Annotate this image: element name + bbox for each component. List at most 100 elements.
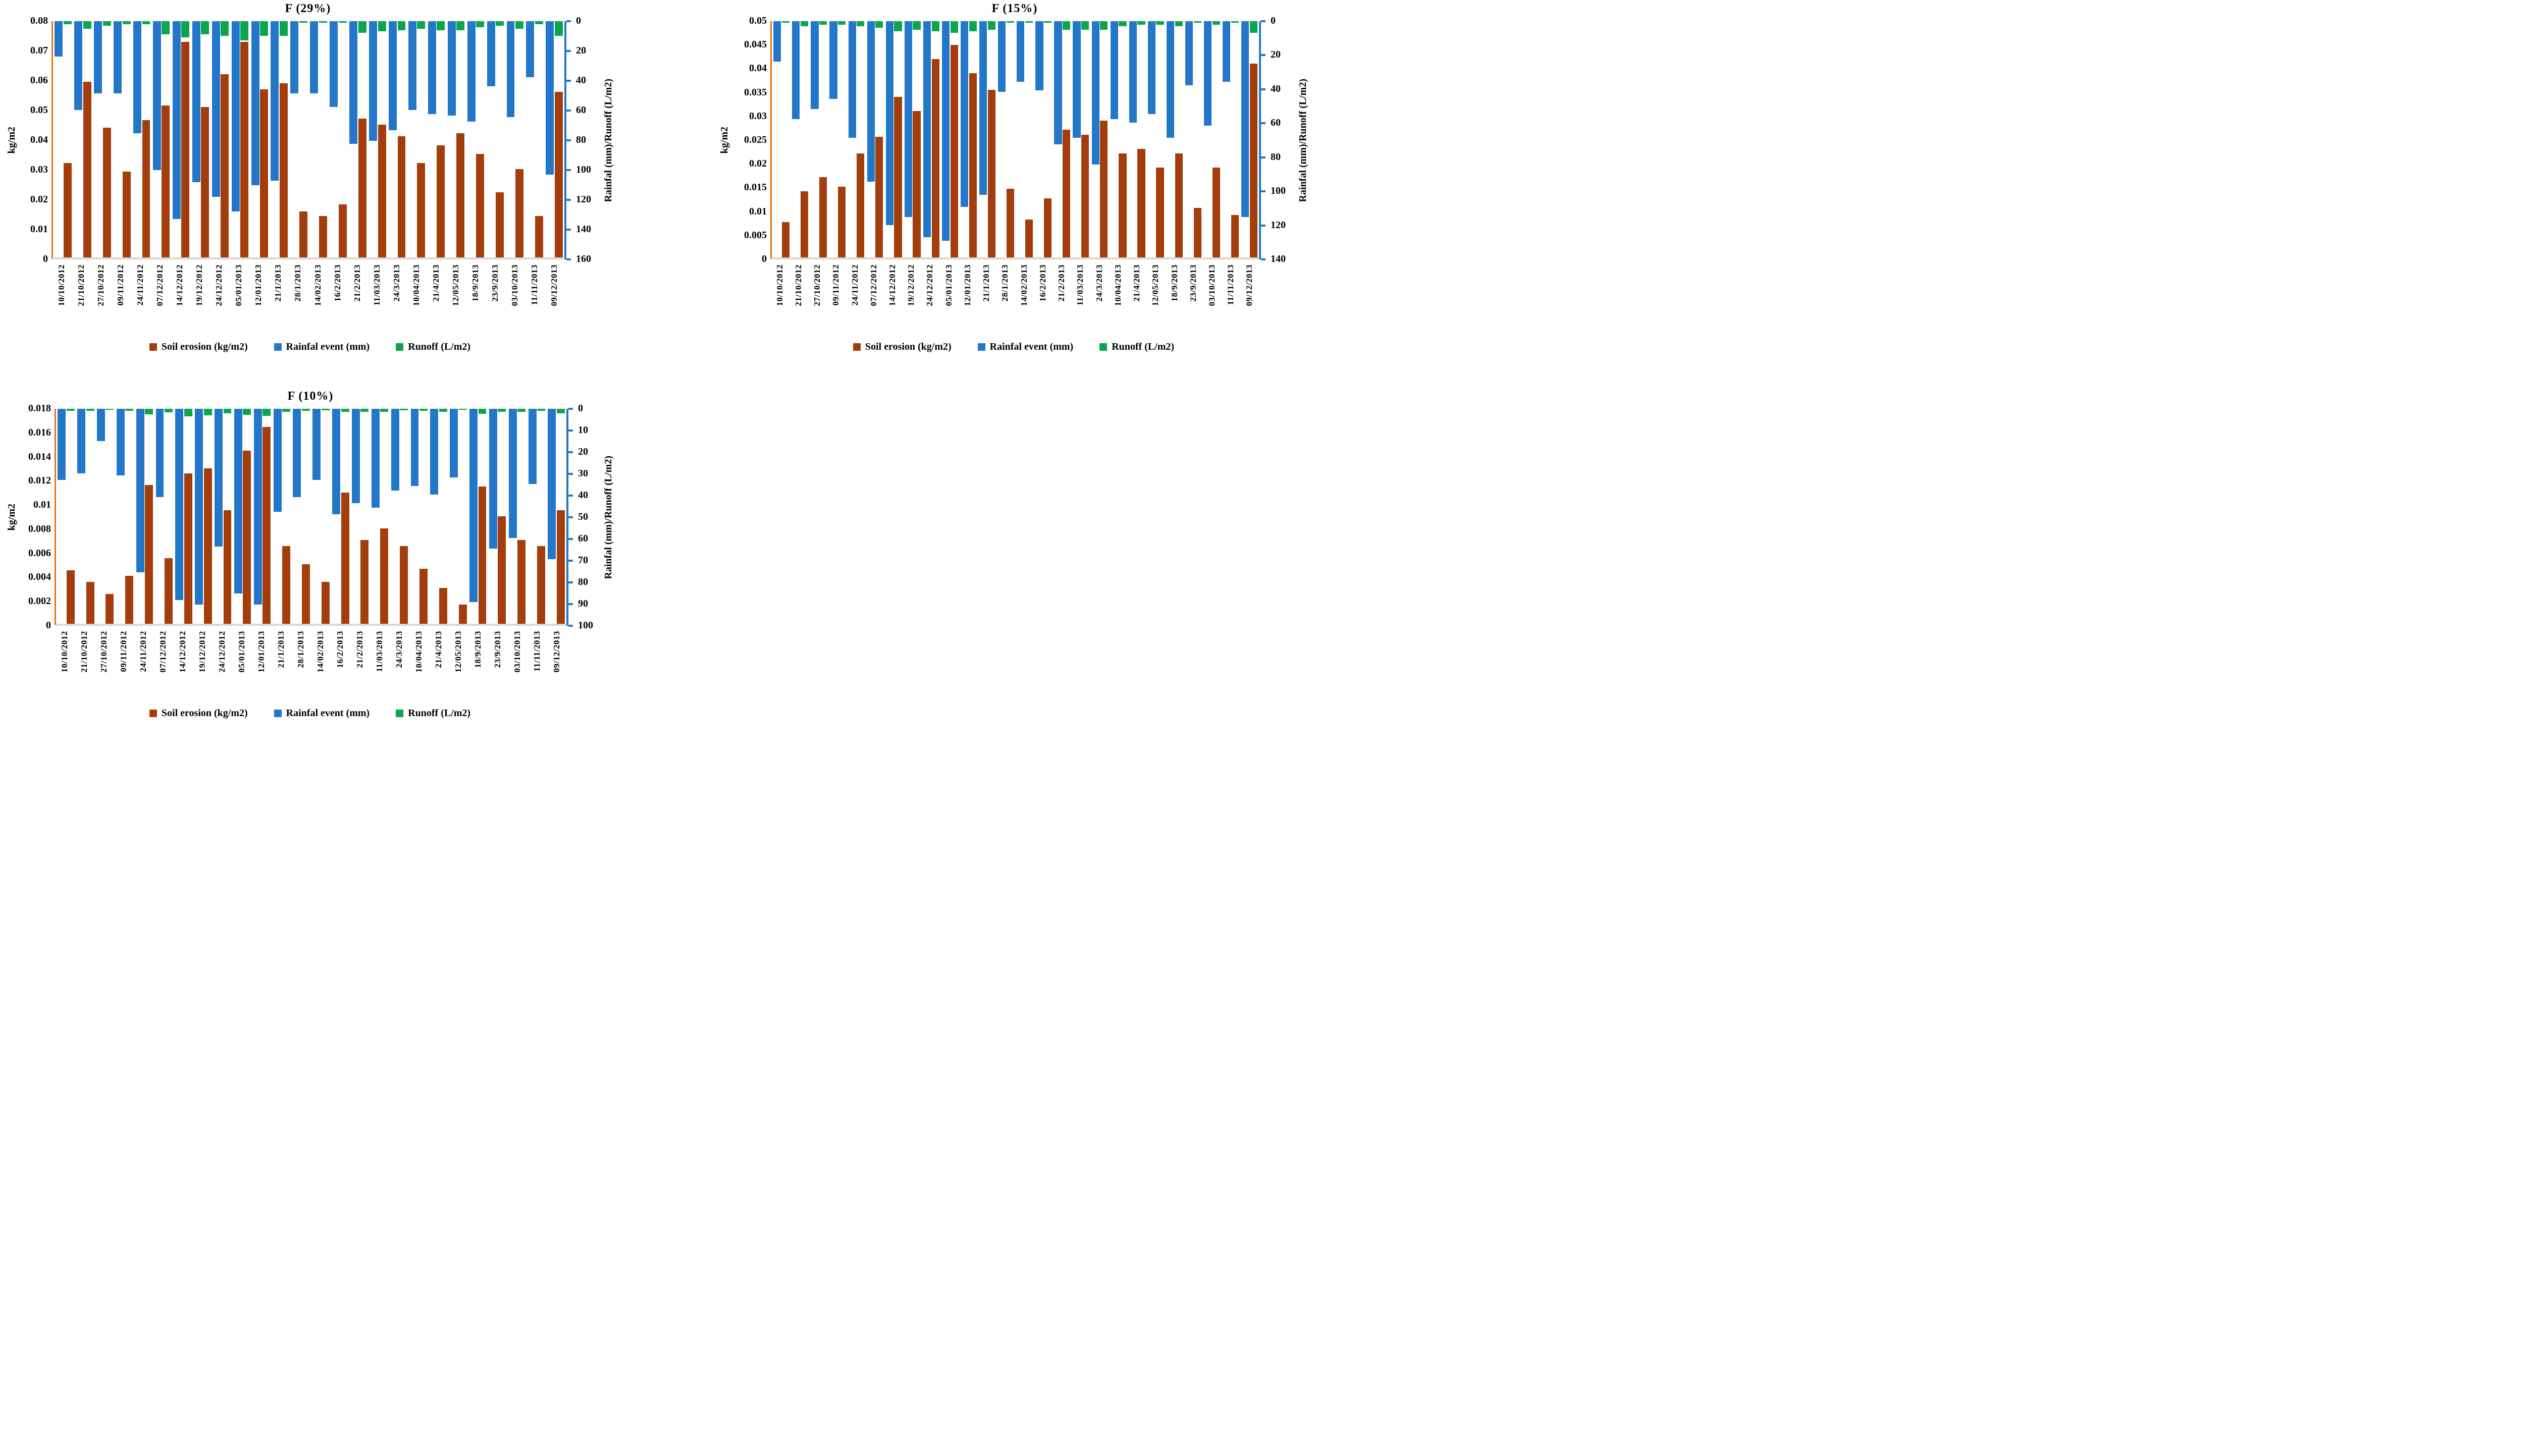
x-axis-label-cell: 10/10/2012 bbox=[770, 264, 789, 335]
left-axis-tick-label: 0.03 bbox=[30, 164, 48, 176]
bar-group-23/9/2013 bbox=[1184, 21, 1203, 257]
right-axis-tick-label: 90 bbox=[578, 598, 588, 610]
rainfall-bar bbox=[408, 21, 416, 110]
rainfall-bar bbox=[369, 21, 378, 141]
right-axis-tick-label: 20 bbox=[578, 446, 588, 458]
erosion-bar bbox=[478, 486, 487, 624]
x-axis-label: 14/02/2013 bbox=[312, 264, 323, 306]
x-axis-label-cell: 11/11/2013 bbox=[527, 631, 547, 702]
x-axis-label: 09/11/2012 bbox=[115, 264, 125, 306]
erosion-bar bbox=[1044, 198, 1052, 257]
runoff-bar bbox=[165, 409, 173, 412]
runoff-bar bbox=[240, 21, 249, 41]
right-axis-tick bbox=[566, 229, 571, 231]
x-axis-label: 23/9/2013 bbox=[490, 264, 500, 302]
right-axis-tick bbox=[568, 408, 573, 410]
rainfall-bar bbox=[430, 409, 439, 495]
left-axis-tick-label: 0 bbox=[762, 253, 767, 265]
runoff-bar bbox=[1025, 21, 1033, 23]
erosion-bar bbox=[319, 216, 327, 257]
x-axis-label: 11/03/2013 bbox=[372, 264, 382, 306]
bar-group-27/10/2012 bbox=[96, 409, 116, 624]
erosion-bar bbox=[950, 44, 958, 257]
left-axis-tick-label: 0.005 bbox=[744, 229, 767, 241]
bar-group-19/12/2012 bbox=[904, 21, 922, 257]
erosion-bar bbox=[142, 120, 150, 257]
bar-group-24/3/2013 bbox=[1090, 21, 1109, 257]
right-axis-tick-label: 160 bbox=[576, 253, 591, 265]
bar-group-24/3/2013 bbox=[388, 21, 407, 257]
runoff-bar bbox=[201, 21, 209, 35]
x-axis-label: 11/03/2013 bbox=[374, 631, 384, 672]
left-axis-tick-label: 0.016 bbox=[28, 426, 51, 438]
bar-group-21/1/2013 bbox=[270, 21, 289, 257]
right-axis-tick bbox=[568, 538, 573, 540]
x-axis-label-cell: 14/12/2012 bbox=[170, 264, 189, 335]
x-axis-label-cell: 21/10/2012 bbox=[71, 264, 91, 335]
erosion-bar bbox=[517, 540, 526, 624]
runoff-bar bbox=[1175, 21, 1183, 27]
bar-group-11/03/2013 bbox=[368, 21, 388, 257]
x-axis-label: 21/10/2012 bbox=[76, 264, 86, 306]
erosion-bar bbox=[1193, 207, 1201, 257]
right-axis-tick bbox=[1261, 54, 1266, 57]
legend: Soil erosion (kg/m2) Rainfal event (mm) Ru… bbox=[4, 335, 616, 358]
x-axis-label: 24/3/2013 bbox=[394, 631, 404, 668]
x-axis-label-cell: 07/12/2012 bbox=[150, 264, 170, 335]
erosion-bar bbox=[83, 81, 91, 257]
erosion-bar bbox=[969, 73, 977, 257]
bar-group-18/9/2013 bbox=[1166, 21, 1184, 257]
bar-group-09/12/2013 bbox=[547, 409, 566, 624]
x-axis-label-cell: 12/01/2013 bbox=[251, 631, 271, 702]
x-axis-label-cell: 09/12/2013 bbox=[545, 264, 564, 335]
runoff-bar bbox=[221, 21, 229, 36]
bar-group-14/02/2013 bbox=[309, 21, 329, 257]
erosion-bar bbox=[781, 222, 790, 257]
x-axis-label-cell: 11/11/2013 bbox=[1222, 264, 1240, 335]
rainfall-bar bbox=[114, 21, 122, 94]
x-axis-label: 10/10/2012 bbox=[59, 631, 69, 673]
erosion-bar bbox=[437, 145, 445, 257]
erosion-bar bbox=[1025, 220, 1033, 257]
x-axis-label-cell: 05/01/2013 bbox=[939, 264, 958, 335]
x-axis-label: 10/10/2012 bbox=[56, 264, 66, 306]
bar-group-12/05/2013 bbox=[446, 21, 466, 257]
x-axis-label-cell: 18/9/2013 bbox=[468, 631, 488, 702]
x-axis-label-cell: 24/12/2012 bbox=[921, 264, 939, 335]
x-axis-label: 14/12/2012 bbox=[887, 264, 898, 306]
erosion-bar bbox=[1063, 130, 1071, 257]
rainfall-bar bbox=[234, 409, 242, 594]
x-axis-label: 21/1/2013 bbox=[981, 264, 991, 302]
rainfall-bar bbox=[1241, 21, 1249, 217]
bar-group-11/11/2013 bbox=[525, 21, 545, 257]
bar-group-16/2/2013 bbox=[329, 21, 348, 257]
x-axis-label-cell: 21/2/2013 bbox=[347, 264, 367, 335]
left-axis-tick-label: 0.004 bbox=[28, 571, 51, 583]
erosion-bar bbox=[1231, 214, 1239, 257]
rainfall-bar bbox=[351, 409, 360, 504]
erosion-bar bbox=[1137, 148, 1145, 257]
runoff-bar bbox=[1044, 21, 1052, 23]
legend-swatch-erosion bbox=[853, 343, 861, 351]
x-axis-label-cell: 10/04/2013 bbox=[409, 631, 429, 702]
bar-group-24/11/2012 bbox=[135, 409, 154, 624]
bar-group-21/4/2013 bbox=[429, 409, 449, 624]
rainfall-bar bbox=[848, 21, 856, 138]
erosion-bar bbox=[819, 177, 827, 257]
right-axis-tick-label: 140 bbox=[576, 224, 591, 235]
erosion-bar bbox=[838, 186, 846, 257]
right-axis-tick-label: 0 bbox=[1271, 15, 1276, 27]
legend-item: Soil erosion (kg/m2) bbox=[149, 341, 248, 353]
erosion-bar bbox=[875, 137, 883, 257]
rainfall-bar bbox=[1110, 21, 1118, 119]
legend-label: Soil erosion (kg/m2) bbox=[161, 341, 248, 352]
x-axis-label: 16/2/2013 bbox=[332, 264, 342, 302]
runoff-bar bbox=[262, 409, 271, 416]
x-axis-label-cell: 27/10/2012 bbox=[91, 264, 111, 335]
bar-group-27/10/2012 bbox=[93, 21, 113, 257]
erosion-bar bbox=[102, 127, 111, 257]
runoff-bar bbox=[456, 21, 465, 30]
bar-group-21/10/2012 bbox=[76, 409, 96, 624]
left-axis-tick-label: 0.02 bbox=[749, 158, 767, 170]
erosion-bar bbox=[240, 41, 249, 257]
